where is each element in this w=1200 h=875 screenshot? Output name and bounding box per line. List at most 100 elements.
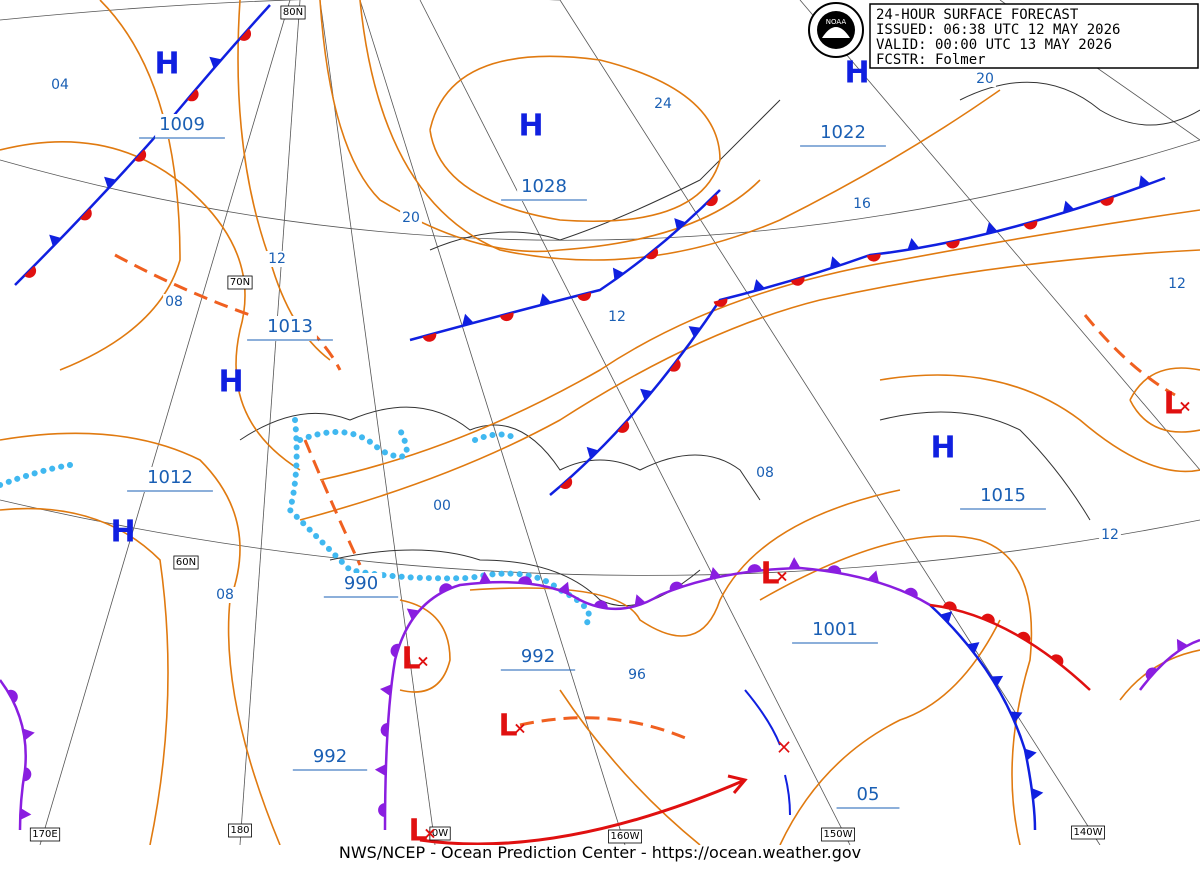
front-semicircle bbox=[790, 276, 805, 286]
trough bbox=[114, 253, 251, 317]
front-semicircle bbox=[24, 265, 37, 278]
low-x: × bbox=[416, 652, 429, 671]
occ-front bbox=[383, 566, 931, 831]
low-center: L bbox=[760, 557, 779, 592]
trough bbox=[303, 439, 362, 566]
pressure-label: 992 bbox=[313, 746, 347, 767]
isobar-label-bg bbox=[431, 498, 453, 514]
front-triangle bbox=[788, 557, 801, 569]
isobar bbox=[299, 249, 1200, 521]
front-semicircle bbox=[499, 312, 514, 322]
graticule-label-box bbox=[280, 5, 306, 20]
isobar-label-bg bbox=[974, 71, 996, 87]
front-semicircle bbox=[904, 587, 918, 598]
ice-edge bbox=[0, 462, 73, 488]
high-center: H bbox=[218, 365, 243, 400]
pressure-label-bg bbox=[516, 646, 560, 671]
archipelago bbox=[959, 81, 1200, 126]
front-semicircle bbox=[1100, 196, 1114, 206]
meridian bbox=[359, 0, 626, 846]
warm-front bbox=[929, 603, 1091, 691]
front-triangle bbox=[20, 808, 32, 821]
graticule-label-box bbox=[227, 275, 253, 290]
front-triangle bbox=[990, 675, 1004, 687]
front-semicircle bbox=[559, 477, 573, 489]
isobar-label-bg bbox=[606, 309, 628, 325]
isobar-label-bg bbox=[754, 465, 776, 481]
isobar bbox=[319, 209, 1200, 481]
parallel-60n bbox=[0, 499, 1200, 576]
pressure-label-bg bbox=[263, 316, 317, 341]
high-center: H bbox=[844, 56, 869, 91]
front-semicircle bbox=[23, 767, 32, 782]
occ-front bbox=[1139, 638, 1200, 691]
front-semicircle bbox=[713, 298, 728, 307]
isobar bbox=[469, 489, 901, 637]
isobar-label-bg bbox=[626, 667, 648, 683]
coastline bbox=[239, 81, 1200, 607]
front-semicircle bbox=[518, 576, 533, 584]
front-semicircle bbox=[390, 643, 400, 658]
front-semicircle bbox=[380, 723, 389, 738]
front-triangle bbox=[406, 608, 420, 621]
front-triangle bbox=[558, 581, 570, 595]
isobar-label-bg bbox=[1099, 527, 1121, 543]
graticule-label: 180 bbox=[230, 825, 249, 836]
front-triangle bbox=[379, 684, 392, 697]
graticule-label-box bbox=[228, 823, 252, 838]
weather-features: × 80N 70N 60N 170E 180 0W 160W 150W 140W 04 24 20 20 1… bbox=[0, 0, 1200, 849]
header-forecaster: FCSTR: Folmer bbox=[876, 52, 986, 68]
x-mark: × bbox=[776, 735, 793, 759]
isobar bbox=[1119, 649, 1200, 701]
cold-front bbox=[744, 689, 781, 746]
meridian bbox=[419, 0, 851, 846]
front-semicircle bbox=[239, 28, 252, 41]
front-semicircle bbox=[1050, 654, 1064, 666]
isobar-label: 08 bbox=[756, 465, 774, 481]
isobar-label-bg bbox=[163, 294, 185, 310]
isobar-label: 12 bbox=[608, 309, 626, 325]
pressure-label-bg bbox=[852, 784, 884, 809]
front-semicircle bbox=[866, 253, 881, 262]
isobar-label: 00 bbox=[433, 498, 451, 514]
isobar bbox=[0, 141, 301, 471]
isobar bbox=[559, 689, 701, 846]
front-semicircle bbox=[945, 240, 960, 249]
parallel-80n bbox=[0, 0, 560, 21]
front-triangle bbox=[586, 446, 599, 459]
isobar-label-bg bbox=[851, 196, 873, 212]
front-triangle bbox=[1176, 638, 1188, 652]
front-triangle bbox=[907, 238, 920, 250]
front-triangle bbox=[209, 56, 222, 69]
isobar bbox=[1129, 367, 1200, 433]
pressure-label: 990 bbox=[344, 573, 378, 594]
isobar-label: 20 bbox=[976, 71, 994, 87]
graticule-label: 160W bbox=[611, 831, 640, 842]
high-center: H bbox=[110, 515, 135, 550]
front-triangle bbox=[674, 218, 687, 231]
front-triangle bbox=[688, 326, 701, 338]
meridian bbox=[559, 0, 1101, 846]
pressure-label: 992 bbox=[521, 646, 555, 667]
front-triangle bbox=[22, 728, 35, 741]
front-semicircle bbox=[1017, 631, 1031, 643]
front-semicircle bbox=[187, 88, 199, 102]
stat-front bbox=[549, 176, 1166, 496]
front-semicircle bbox=[747, 564, 762, 572]
pressure-label-bg bbox=[517, 176, 571, 201]
front-semicircle bbox=[378, 803, 386, 817]
logo-text: NOAA bbox=[826, 18, 847, 26]
low-x: × bbox=[423, 824, 436, 843]
pressure-label: 1012 bbox=[147, 467, 193, 488]
graticule-label-box bbox=[1071, 825, 1105, 840]
meridian bbox=[799, 0, 1200, 471]
graticule-label-box bbox=[29, 827, 61, 842]
front-semicircle bbox=[827, 565, 842, 574]
isobar-label-bg bbox=[1166, 276, 1188, 292]
isobar bbox=[779, 619, 1001, 846]
front-triangle bbox=[1062, 200, 1075, 213]
ice-edge bbox=[297, 427, 410, 460]
isobar-label-bg bbox=[266, 251, 288, 267]
front-semicircle bbox=[942, 601, 957, 611]
front-semicircle bbox=[669, 581, 684, 591]
